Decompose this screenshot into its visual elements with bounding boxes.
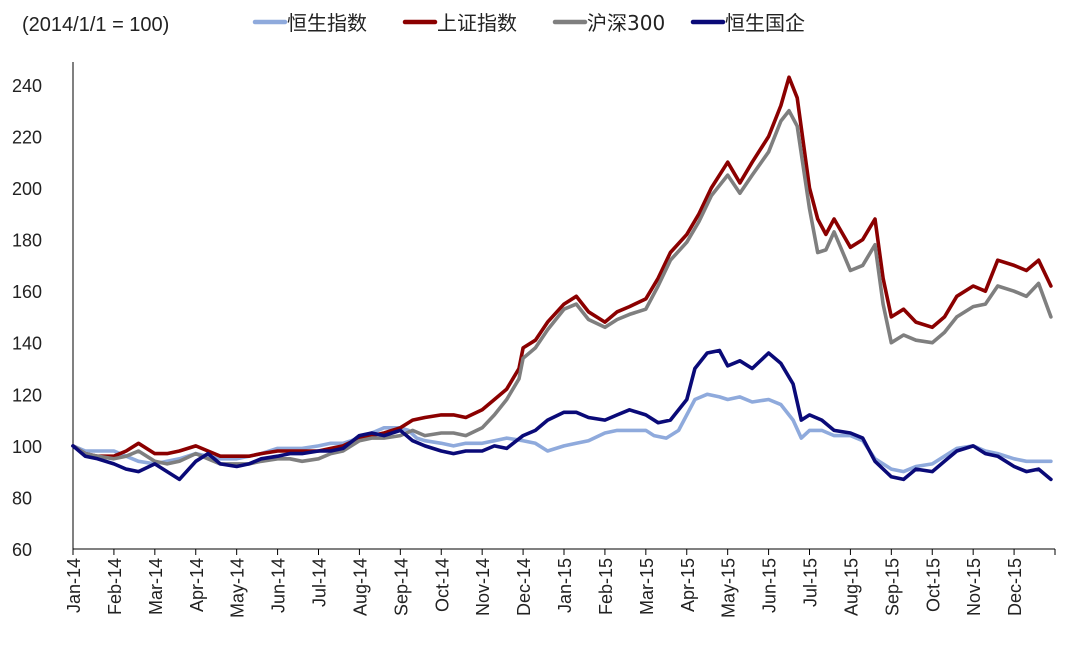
y-tick-label: 180: [12, 231, 42, 251]
x-tick-label: Jul-15: [801, 558, 821, 607]
series-line: [71, 348, 1053, 482]
x-tick-label: Jul-14: [310, 558, 330, 607]
x-tick-label: Mar-15: [637, 558, 657, 615]
y-tick-label: 220: [12, 127, 42, 147]
x-tick-label: Jun-14: [269, 558, 289, 613]
legend-item-label: 恒生国企: [725, 11, 805, 35]
x-tick-label: Jan-15: [555, 558, 575, 613]
x-tick-label: Dec-15: [1005, 558, 1025, 616]
y-tick-label: 200: [12, 179, 42, 199]
plot-lines: [71, 75, 1053, 482]
y-tick-label: 120: [12, 385, 42, 405]
y-axis: 60 80 100 120 140 160 180 200 220 240: [12, 62, 74, 560]
x-tick-label: Oct-15: [923, 558, 943, 612]
x-tick-label: Aug-15: [841, 558, 861, 616]
x-tick-label: Sep-14: [391, 558, 411, 616]
x-tick-label: Mar-14: [146, 558, 166, 615]
x-tick-label: Aug-14: [350, 558, 370, 616]
x-tick-label: Jun-15: [760, 558, 780, 613]
chart-unit-label: (2014/1/1 = 100): [22, 14, 169, 36]
x-tick-label: Feb-14: [105, 558, 125, 615]
x-tick-label: Nov-14: [473, 558, 493, 616]
series-line: [71, 108, 1053, 466]
series-line: [71, 75, 1053, 458]
x-tick-label: Feb-15: [596, 558, 616, 615]
y-tick-label: 80: [12, 488, 32, 508]
y-tick-label: 60: [12, 540, 32, 560]
chart-legend: 恒生指数 上证指数 沪深300 恒生国企: [252, 11, 805, 35]
legend-item-label: 上证指数: [437, 11, 517, 35]
legend-item-label: 恒生指数: [287, 11, 367, 35]
x-tick-label: Nov-15: [964, 558, 984, 616]
y-tick-label: 100: [12, 437, 42, 457]
x-tick-label: Apr-15: [678, 558, 698, 612]
x-tick-label: May-15: [719, 558, 739, 618]
series-line: [71, 392, 1053, 474]
x-tick-label: May-14: [228, 558, 248, 618]
legend-item-label: 沪深300: [587, 11, 665, 35]
x-tick-label: Dec-14: [514, 558, 534, 616]
x-tick-label: Apr-14: [187, 558, 207, 612]
unit-label-group: (2014/1/1 = 100): [22, 14, 169, 36]
x-axis: Jan-14 Feb-14 Mar-14 Apr-14 May-14 Jun-14 Jul-…: [64, 548, 1056, 618]
y-tick-label: 140: [12, 334, 42, 354]
x-tick-label: Sep-15: [882, 558, 902, 616]
y-tick-label: 240: [12, 76, 42, 96]
y-tick-label: 160: [12, 282, 42, 302]
x-tick-label: Jan-14: [64, 558, 84, 613]
x-tick-label: Oct-14: [432, 558, 452, 612]
